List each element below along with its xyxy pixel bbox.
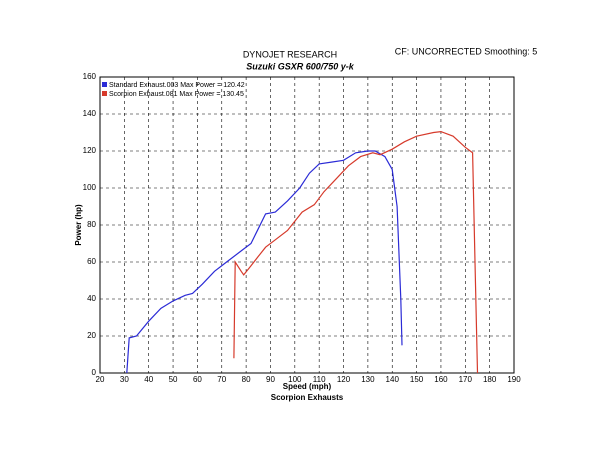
y-tick-label: 0 (92, 368, 97, 377)
annotation: CF: UNCORRECTED Smoothing: 5 (395, 46, 538, 56)
x-axis-sublabel: Scorpion Exhausts (271, 393, 344, 402)
series-line (126, 150, 403, 374)
y-tick-label: 80 (87, 220, 96, 229)
x-tick-label: 150 (410, 375, 424, 384)
y-axis-label: Power (hp) (74, 204, 83, 246)
x-tick-label: 120 (337, 375, 351, 384)
x-tick-label: 100 (288, 375, 302, 384)
x-axis-label: Speed (mph) (283, 382, 332, 391)
x-tick-label: 140 (386, 375, 400, 384)
legend-label: Standard Exhaust.003 Max Power = 120.42 (109, 82, 245, 89)
y-tick-label: 20 (87, 331, 96, 340)
y-tick-label: 160 (83, 72, 97, 81)
x-tick-label: 40 (144, 375, 153, 384)
chart-subtitle: Suzuki GSXR 600/750 y-k (246, 61, 355, 71)
plot-frame (99, 76, 515, 374)
x-tick-label: 20 (96, 375, 105, 384)
x-tick-label: 60 (193, 375, 202, 384)
x-tick-label: 70 (217, 375, 226, 384)
x-tick-label: 130 (361, 375, 375, 384)
y-tick-label: 60 (87, 257, 96, 266)
series-line (233, 130, 479, 374)
x-tick-label: 180 (483, 375, 497, 384)
y-tick-label: 140 (83, 109, 97, 118)
x-tick-label: 110 (313, 375, 326, 384)
x-tick-label: 50 (169, 375, 178, 384)
legend-label: Scorpion Exhaust.081 Max Power = 130.45 (109, 91, 244, 98)
y-tick-label: 100 (83, 183, 97, 192)
x-tick-label: 170 (459, 375, 473, 384)
y-tick-label: 40 (87, 294, 96, 303)
chart-title: DYNOJET RESEARCH (243, 49, 337, 59)
x-tick-label: 160 (434, 375, 448, 384)
legend-swatch (102, 91, 107, 96)
x-tick-label: 80 (242, 375, 251, 384)
x-tick-label: 90 (266, 375, 275, 384)
x-tick-label: 30 (120, 375, 129, 384)
y-tick-label: 120 (83, 146, 97, 155)
x-tick-label: 190 (507, 375, 521, 384)
legend-swatch (102, 82, 107, 87)
